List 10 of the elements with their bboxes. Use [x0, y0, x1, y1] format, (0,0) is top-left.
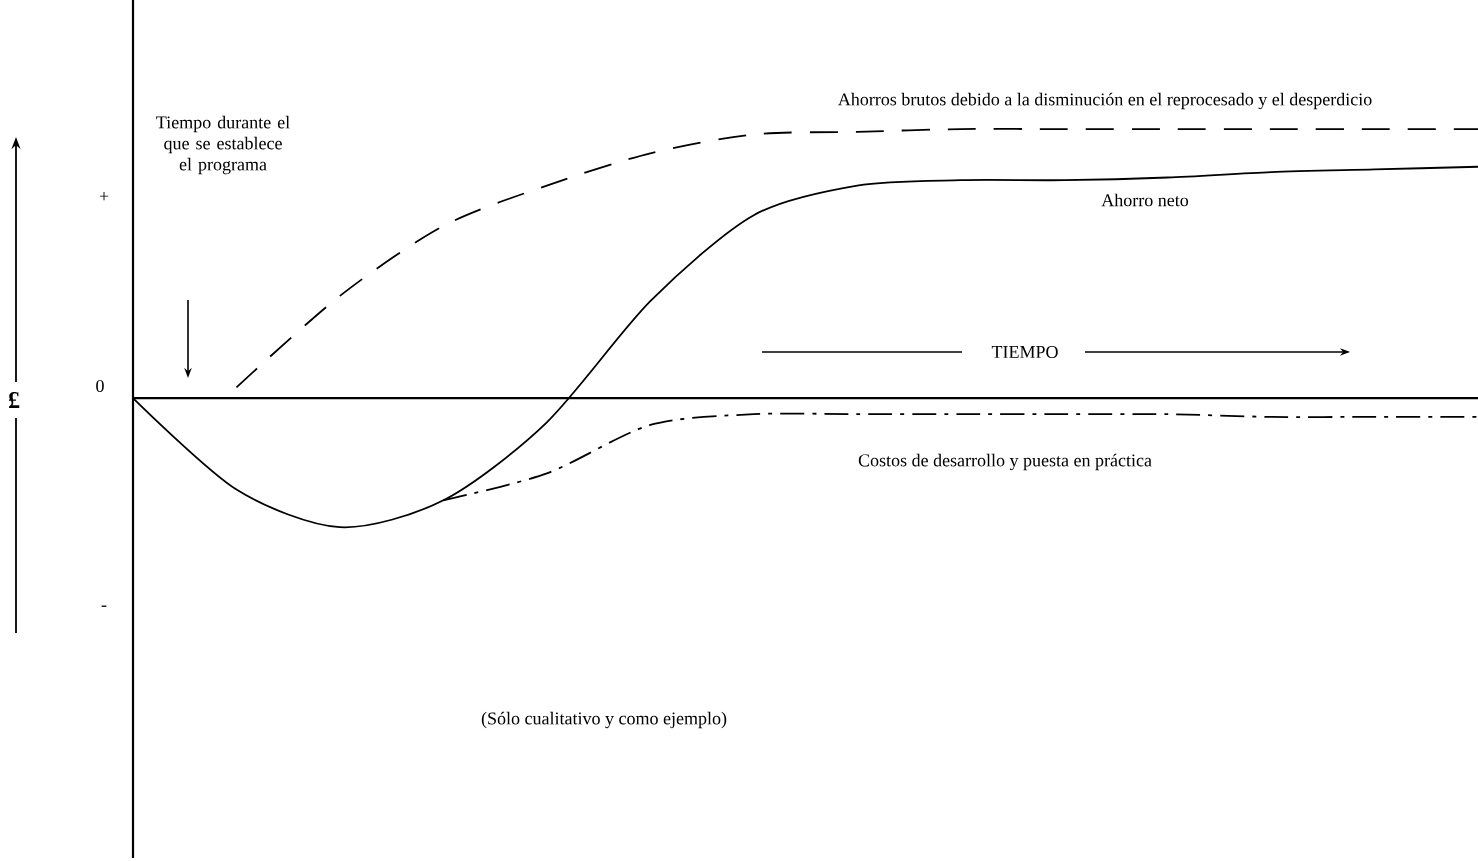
series-label: Ahorros brutos debido a la disminución en el reprocesado y el desperdicio [838, 92, 1372, 110]
text: (Sólo cualitativo y como ejemplo) [481, 711, 727, 729]
text: 0 [96, 379, 104, 393]
annotation: Tiempo durante el que se establece el programa [156, 115, 290, 175]
text: Costos de desarrollo y puesta en práctica [858, 453, 1152, 471]
y-axis-title: £ [8, 392, 20, 408]
series-label: Ahorro neto [1101, 193, 1189, 207]
text: - [101, 605, 107, 607]
text: + [99, 191, 109, 201]
x-axis-title: TIEMPO [991, 345, 1058, 359]
